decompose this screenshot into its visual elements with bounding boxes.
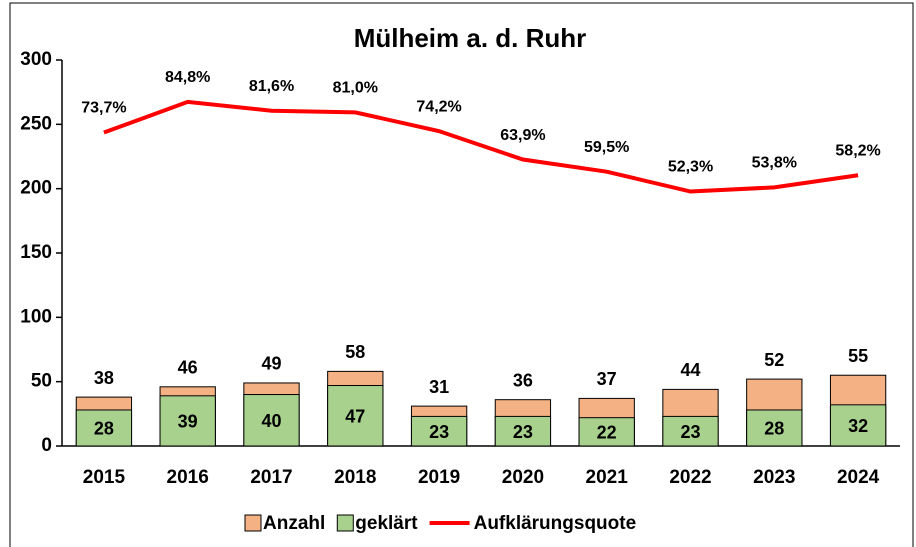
bar <box>159 395 216 447</box>
data-label: 36 <box>513 370 533 390</box>
y-tick-label: 300 <box>20 49 52 70</box>
data-label: 28 <box>94 419 114 439</box>
legend-label: Anzahl <box>263 513 325 534</box>
x-tick-label: 2020 <box>502 467 544 488</box>
bar <box>662 415 719 447</box>
bar <box>410 415 468 447</box>
x-tick-label: 2016 <box>167 467 209 488</box>
bar <box>494 415 552 447</box>
legend-label: Aufklärungsquote <box>474 513 637 534</box>
data-label: 73,7% <box>81 100 126 117</box>
legend-swatch <box>336 514 354 532</box>
data-label: 32 <box>848 416 868 436</box>
data-label: 81,6% <box>249 78 294 95</box>
data-label: 44 <box>680 360 700 380</box>
data-label: 59,5% <box>584 139 629 156</box>
x-tick-label: 2018 <box>334 467 376 488</box>
data-label: 39 <box>178 412 198 432</box>
data-label: 28 <box>764 419 784 439</box>
data-label: 52,3% <box>668 159 713 176</box>
bar <box>327 385 384 447</box>
data-label: 74,2% <box>416 98 461 115</box>
y-tick-label: 100 <box>20 306 52 327</box>
data-label: 84,8% <box>165 69 210 86</box>
x-tick-label: 2015 <box>83 467 126 488</box>
data-label: 22 <box>597 423 617 443</box>
x-tick-label: 2023 <box>753 467 795 488</box>
data-label: 58,2% <box>835 142 880 159</box>
chart-frame <box>9 2 914 547</box>
data-label: 47 <box>345 407 365 427</box>
data-label: 38 <box>94 368 114 388</box>
y-tick-label: 200 <box>20 178 52 199</box>
x-tick-label: 2021 <box>586 467 629 488</box>
y-tick-label: 150 <box>20 242 52 263</box>
y-tick-label: 0 <box>41 435 52 456</box>
data-label: 55 <box>848 346 868 366</box>
y-tick-label: 50 <box>31 371 52 392</box>
data-label: 81,0% <box>333 80 378 97</box>
data-label: 31 <box>429 377 449 397</box>
data-label: 23 <box>429 422 449 442</box>
x-tick-label: 2017 <box>250 467 292 488</box>
bar <box>578 417 635 447</box>
chart-title: Mülheim a. d. Ruhr <box>354 23 587 53</box>
data-label: 23 <box>680 422 700 442</box>
data-label: 49 <box>261 354 281 374</box>
data-label: 52 <box>764 350 784 370</box>
data-label: 63,9% <box>500 127 545 144</box>
data-label: 40 <box>261 411 281 431</box>
legend-label: geklärt <box>355 513 418 534</box>
y-tick-label: 250 <box>20 113 52 134</box>
x-tick-label: 2024 <box>837 467 880 488</box>
bar <box>746 409 803 447</box>
x-tick-label: 2022 <box>669 467 711 488</box>
bar <box>829 404 887 447</box>
data-label: 23 <box>513 422 533 442</box>
legend-swatch <box>244 514 262 532</box>
bar <box>243 394 300 447</box>
data-label: 58 <box>345 342 365 362</box>
data-label: 53,8% <box>752 155 797 172</box>
data-label: 46 <box>178 358 198 378</box>
data-label: 37 <box>597 369 617 389</box>
line <box>103 99 859 194</box>
x-tick-label: 2019 <box>418 467 460 488</box>
bar <box>75 409 133 447</box>
